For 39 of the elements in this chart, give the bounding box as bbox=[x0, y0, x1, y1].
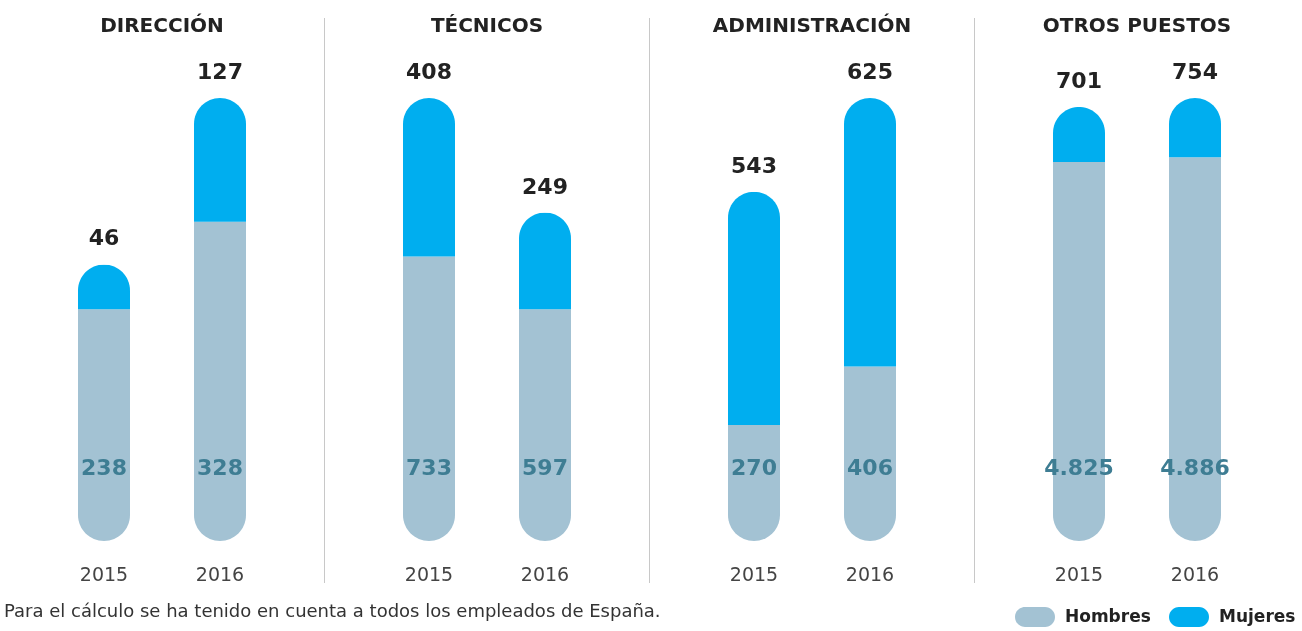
data-label: 597 bbox=[522, 455, 568, 480]
bar bbox=[194, 98, 246, 222]
x-tick-label: 2016 bbox=[520, 562, 570, 585]
x-tick-label: 2015 bbox=[79, 562, 129, 585]
bar bbox=[728, 191, 780, 425]
bar bbox=[78, 309, 130, 541]
x-tick-label: 2015 bbox=[404, 562, 454, 585]
x-tick-label: 2016 bbox=[845, 562, 895, 585]
data-label: 270 bbox=[731, 455, 777, 480]
bar bbox=[519, 212, 571, 310]
chart-title: TÉCNICOS bbox=[430, 13, 544, 37]
data-label: 46 bbox=[88, 225, 120, 251]
bar bbox=[194, 221, 246, 541]
x-tick-label: 2016 bbox=[1170, 562, 1220, 585]
data-label: 127 bbox=[197, 59, 243, 84]
x-tick-label: 2015 bbox=[1054, 562, 1104, 585]
data-label: 754 bbox=[1172, 59, 1218, 84]
bar bbox=[403, 256, 455, 541]
chart-title: OTROS PUESTOS bbox=[1042, 13, 1232, 37]
chart-title: ADMINISTRACIÓN bbox=[712, 13, 912, 37]
bar bbox=[403, 98, 455, 257]
bar bbox=[519, 309, 571, 541]
x-tick-label: 2016 bbox=[195, 562, 245, 585]
data-label: 408 bbox=[406, 59, 452, 84]
legend-label: Hombres bbox=[1065, 606, 1151, 626]
data-label: 625 bbox=[847, 59, 893, 84]
data-label: 701 bbox=[1056, 67, 1102, 93]
bar bbox=[844, 366, 896, 541]
text: Para el cálculo se ha tenido en cuenta a todos los empleados de España. bbox=[4, 600, 661, 621]
legend-label: Mujeres bbox=[1219, 606, 1296, 626]
data-label: 328 bbox=[197, 455, 243, 480]
x-tick-label: 2015 bbox=[729, 562, 779, 585]
bar bbox=[844, 98, 896, 367]
data-label: 238 bbox=[81, 455, 127, 480]
data-label: 543 bbox=[731, 152, 777, 178]
data-label: 249 bbox=[522, 173, 568, 199]
data-label: 406 bbox=[847, 455, 893, 480]
chart-title: DIRECCIÓN bbox=[100, 13, 224, 37]
data-label: 733 bbox=[406, 455, 452, 480]
